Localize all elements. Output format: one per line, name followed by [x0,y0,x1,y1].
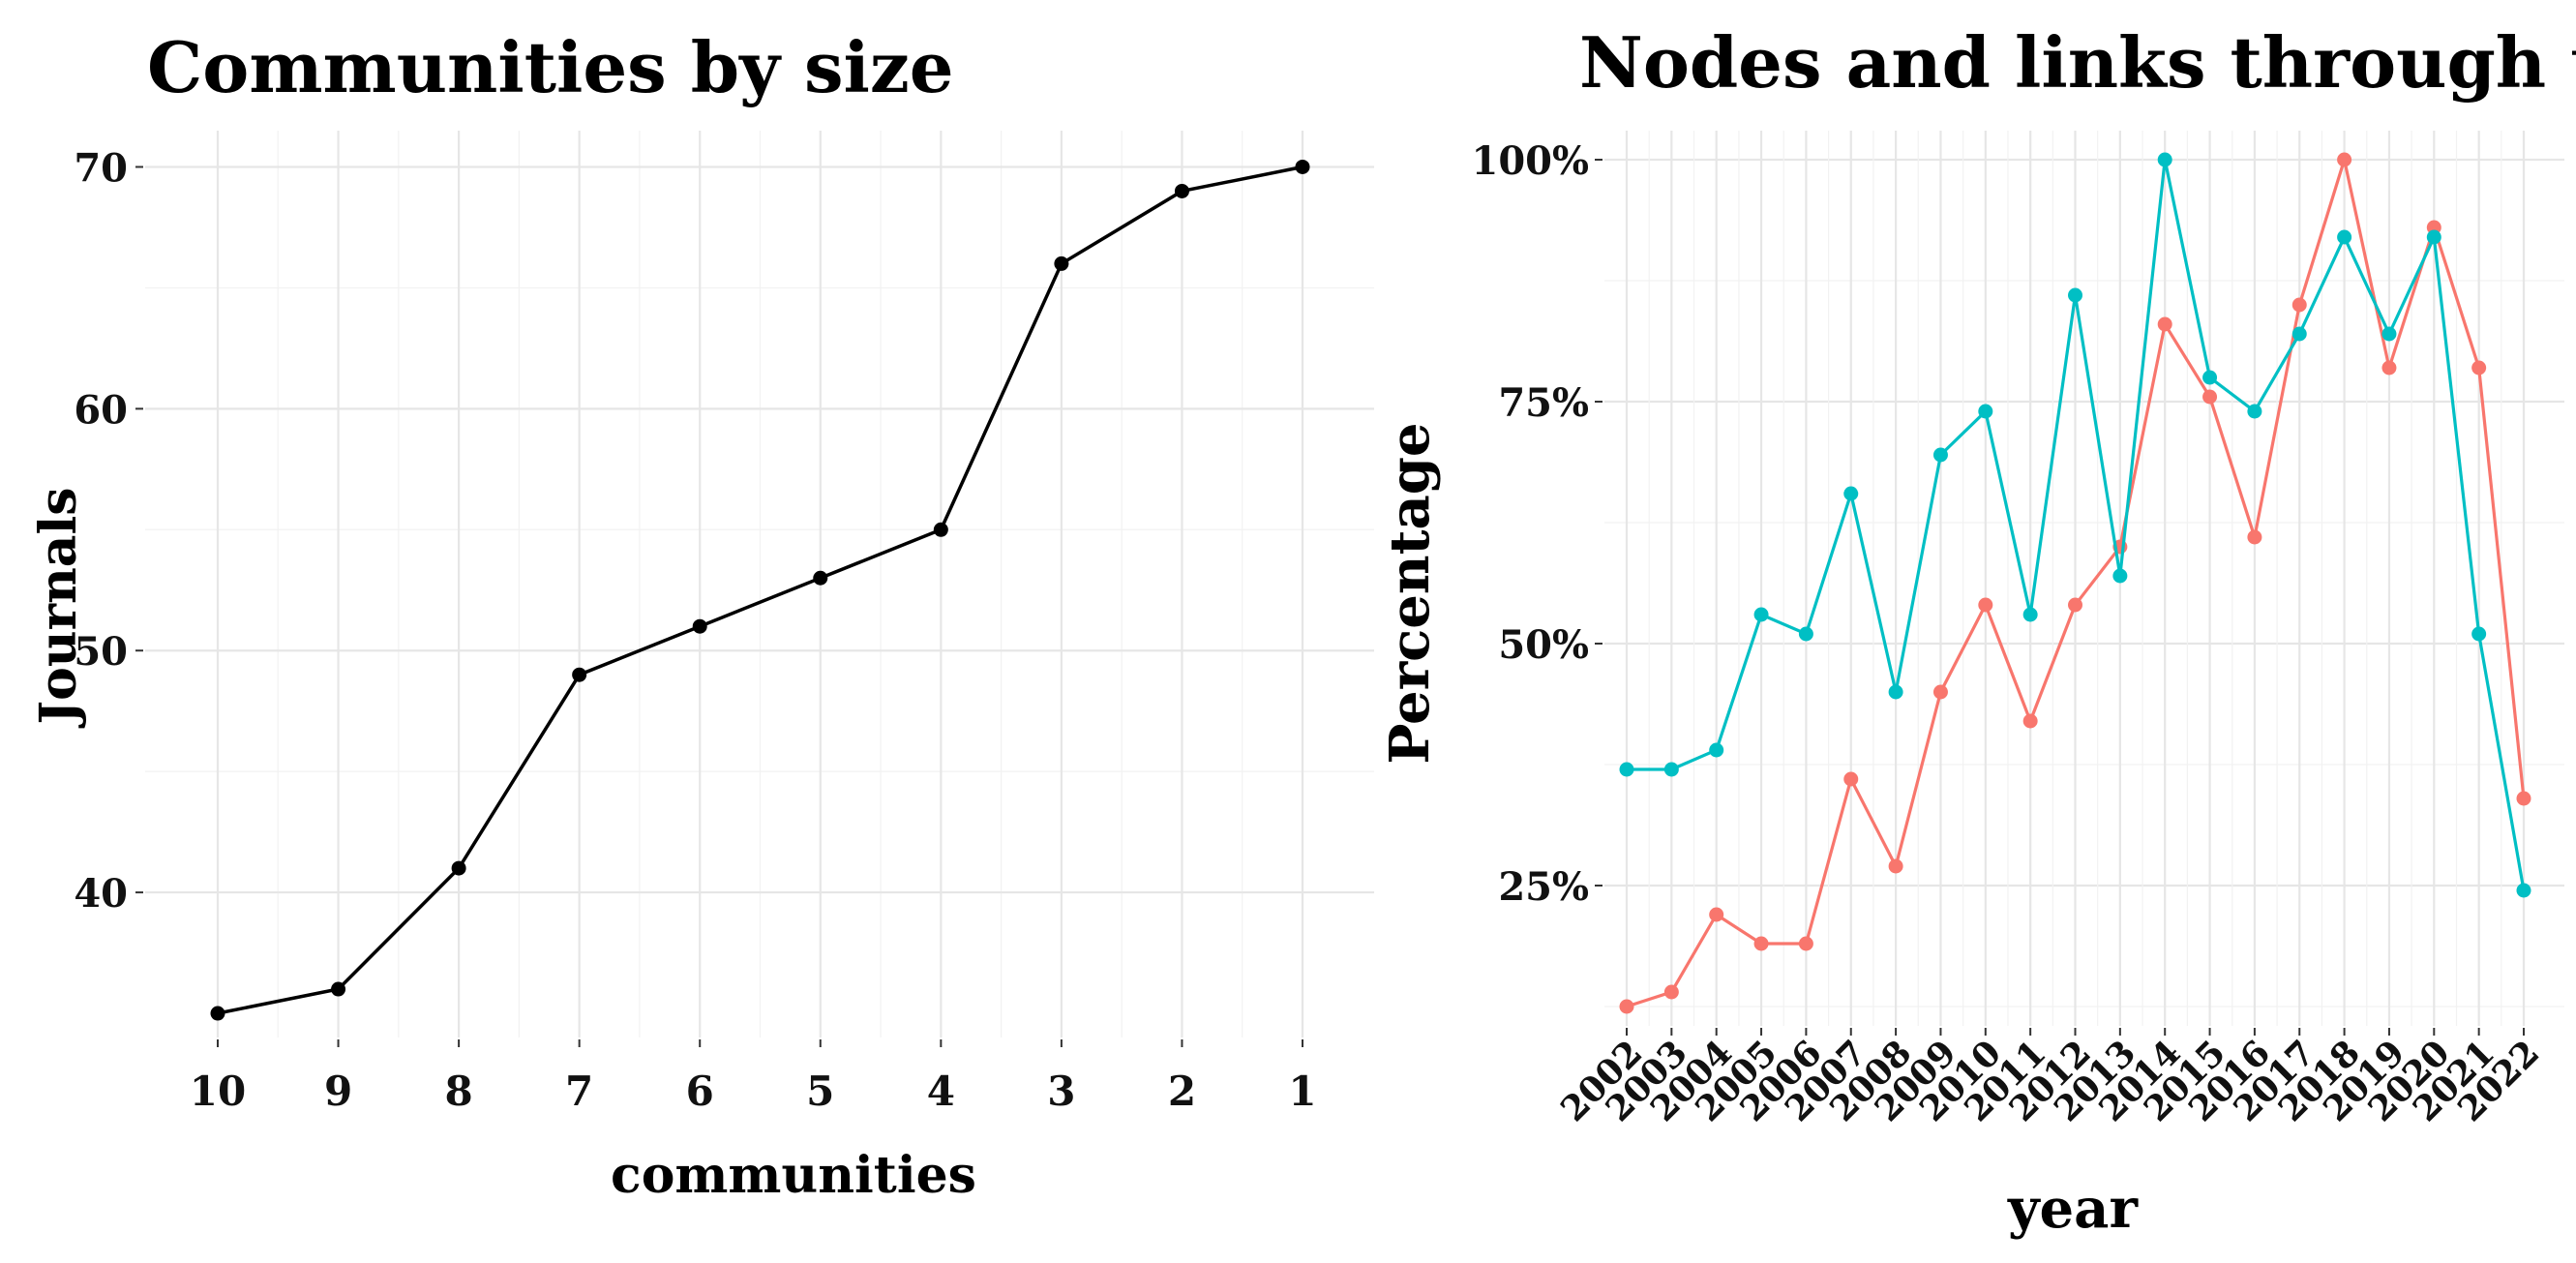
series-nodes [1619,152,2531,898]
links-data-point [1663,984,1679,1000]
right-y-tick-label: 50% [1498,622,1589,668]
left-x-axis-title: communities [611,1146,976,1205]
left-x-tick-label: 3 [1047,1068,1075,1115]
left-x-tick-label: 10 [190,1068,246,1115]
nodes-data-point [2426,229,2441,245]
left-data-point [331,981,346,997]
left-data-point [933,522,948,537]
right-x-axis: 2002200320042005200620072008200920102011… [1553,1028,2547,1129]
links-data-point [1978,597,1993,613]
nodes-data-point [2516,883,2531,898]
nodes-links-chart: Nodes and links through time 25% 50% 75% 10… [1378,21,2576,1241]
links-data-point [2068,597,2082,613]
nodes-data-point [1978,404,1993,419]
nodes-data-point [2247,404,2262,419]
links-data-point [1888,858,1903,874]
links-data-point [2381,360,2397,376]
links-data-point [1753,936,1769,951]
nodes-data-point [1888,684,1903,700]
left-y-tick-label: 40 [74,871,128,917]
left-series-line [217,165,1303,1015]
nodes-data-point [1843,486,1859,501]
nodes-data-point [2157,152,2172,167]
left-chart-title: Communities by size [147,26,954,108]
nodes-data-point [2202,370,2218,385]
links-data-point [2471,360,2487,376]
links-data-point [2022,713,2038,729]
left-x-axis: 10 9 8 7 6 5 4 3 2 1 [190,1039,1317,1115]
left-grid [145,131,1374,1037]
links-data-point [2157,316,2172,332]
links-data-point [1798,936,1813,951]
nodes-data-point [2022,607,2038,622]
links-data-point [2247,529,2262,545]
nodes-data-point [1753,607,1769,622]
nodes-data-point [2112,568,2128,584]
left-series [210,159,1310,1021]
nodes-data-point [1709,742,1724,758]
left-data-point [451,860,466,876]
right-y-axis: 25% 50% 75% 100% [1471,138,1603,910]
nodes-data-point [1798,626,1813,642]
right-y-tick-label: 25% [1498,864,1589,910]
left-y-axis-title: Journals [29,487,88,728]
left-x-tick-label: 9 [324,1068,352,1115]
right-series [1619,152,2531,1014]
links-data-point [2337,152,2352,167]
nodes-data-point [1932,447,1948,463]
nodes-data-point [2068,287,2082,303]
left-x-tick-label: 8 [444,1068,472,1115]
left-data-point [1054,256,1069,271]
left-data-point [1295,159,1310,174]
links-data-point [2291,297,2307,313]
left-x-tick-label: 5 [806,1068,834,1115]
left-data-point [1174,183,1189,198]
left-data-point [692,618,707,634]
left-x-tick-label: 2 [1168,1068,1196,1115]
links-data-point [1619,999,1634,1014]
right-chart-title: Nodes and links through time [1579,21,2576,104]
links-data-point [1709,907,1724,922]
left-data-point [813,570,828,586]
left-data-point [210,1006,225,1021]
links-data-point [1843,771,1859,787]
right-y-tick-label: 100% [1471,138,1589,184]
left-y-tick-label: 50 [74,629,128,675]
left-x-tick-label: 1 [1288,1068,1316,1115]
nodes-data-point [1663,762,1679,777]
nodes-data-point [2381,326,2397,342]
right-x-axis-title: year [2007,1177,2139,1241]
right-y-tick-label: 75% [1498,380,1589,426]
left-x-tick-label: 6 [686,1068,714,1115]
links-data-point [2516,791,2531,806]
links-data-point [2202,389,2218,405]
nodes-data-point [2291,326,2307,342]
links-data-point [1932,684,1948,700]
nodes-data-point [2471,626,2487,642]
left-data-point [572,667,587,682]
left-y-axis: 40 50 60 70 [74,145,143,917]
left-y-tick-label: 60 [74,387,128,433]
nodes-data-point [1619,762,1634,777]
right-y-axis-title: Percentage [1378,422,1442,764]
nodes-data-point [2337,229,2352,245]
left-x-tick-label: 7 [565,1068,593,1115]
left-x-tick-label: 4 [927,1068,955,1115]
left-y-tick-label: 70 [74,145,128,191]
